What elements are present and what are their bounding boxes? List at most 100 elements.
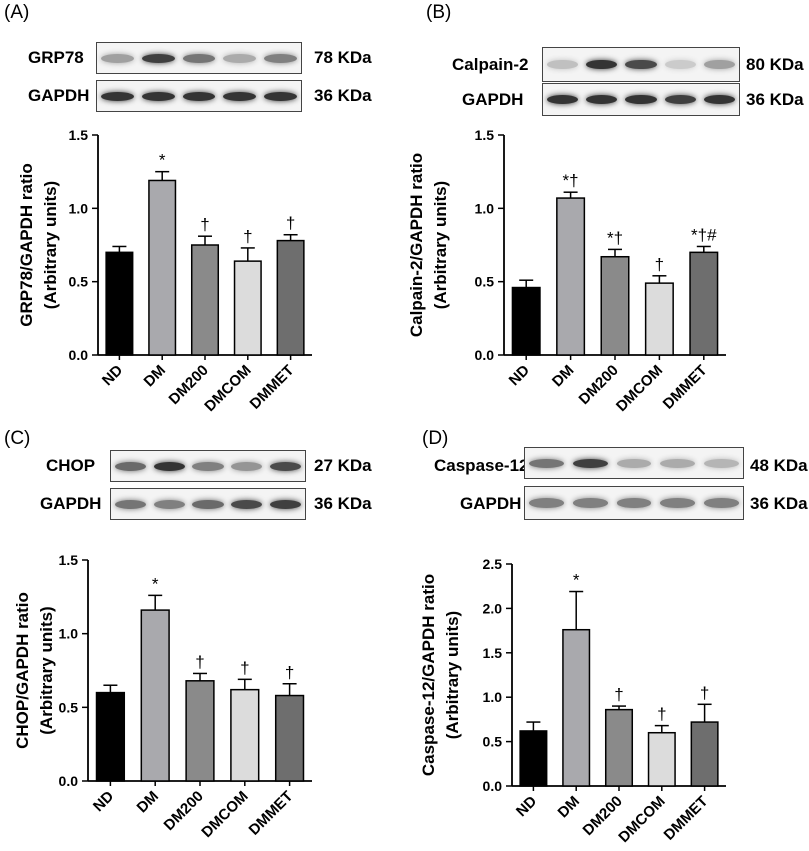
bar <box>148 179 177 356</box>
significance-label: *† <box>607 228 623 247</box>
panel-label: (D) <box>422 428 449 449</box>
bar <box>689 251 719 356</box>
y-tick-label: 1.0 <box>59 626 79 642</box>
y-tick-label: 1.0 <box>475 200 495 216</box>
y-axis-label: CHOP/GAPDH ratio <box>13 592 32 749</box>
significance-label: *† <box>563 171 579 190</box>
panel-d: (D) Caspase-12 48 KDa GAPDH 36 KDa 0.0 0.… <box>404 426 808 851</box>
y-tick-label: 0.5 <box>69 274 89 290</box>
blot-band <box>529 458 565 468</box>
y-tick-label: 0.0 <box>59 773 79 789</box>
blot-size: 36 KDa <box>746 90 804 109</box>
blot-band <box>114 499 146 509</box>
panel-label: (A) <box>4 2 30 23</box>
x-tick-label: ND <box>506 362 533 389</box>
y-tick-label: 2.0 <box>483 600 503 616</box>
x-tick-label: DM <box>549 362 578 391</box>
blot-label: GAPDH <box>462 90 524 109</box>
y-tick-label: 1.0 <box>69 200 89 216</box>
x-tick-label: DMCOM <box>201 362 254 415</box>
x-tick-label: DM <box>134 788 163 817</box>
bar <box>562 628 591 787</box>
bar <box>230 688 260 782</box>
blot-band <box>586 94 618 105</box>
y-axis-label: (Arbitrary units) <box>41 181 60 309</box>
y-axis-label: (Arbitrary units) <box>37 606 56 734</box>
blot-band <box>223 91 257 101</box>
blot-band <box>192 499 224 509</box>
blot-band <box>153 499 185 509</box>
blot-size: 48 KDa <box>750 456 808 475</box>
y-tick-label: 0.0 <box>483 778 503 794</box>
x-tick-label: DMCOM <box>613 362 666 415</box>
blot-band <box>586 59 618 70</box>
bar <box>511 286 541 356</box>
western-blot-band <box>542 47 740 82</box>
bar <box>105 251 134 356</box>
blot-band <box>114 461 146 471</box>
blot-size: 36 KDa <box>314 86 372 105</box>
significance-label: † <box>655 255 664 274</box>
blot-size: 80 KDa <box>746 55 804 74</box>
blot-size: 78 KDa <box>314 48 372 67</box>
significance-label: † <box>657 705 666 724</box>
western-blot-band <box>96 42 302 74</box>
x-tick-label: DMMET <box>247 362 298 413</box>
x-tick-label: DMCOM <box>615 793 668 846</box>
blot-band <box>625 94 657 105</box>
western-blot-band <box>542 83 740 116</box>
blot-band <box>625 59 657 70</box>
blot-size: 27 KDa <box>314 456 372 475</box>
blot-band <box>546 59 579 70</box>
panel-a: (A) GRP78 78 KDa GAPDH 36 KDa 0.0 0.5 1.0 1… <box>0 0 404 425</box>
blot-band <box>703 458 739 468</box>
bar <box>274 694 305 782</box>
blot-band <box>264 91 297 101</box>
panel-label: (B) <box>426 2 452 23</box>
x-tick-label: ND <box>513 793 540 820</box>
blot-band <box>572 458 608 468</box>
bar-chart: 0.0 0.5 1.0 1.5 Calpain-2/GAPDH ratio (Arbitr… <box>407 127 726 415</box>
blot-band <box>703 59 736 70</box>
blot-size: 36 KDa <box>750 494 808 513</box>
blot-band <box>101 91 134 101</box>
y-axis-label: Caspase-12/GAPDH ratio <box>419 574 438 776</box>
y-tick-label: 1.0 <box>483 689 503 705</box>
y-tick-label: 2.5 <box>483 556 503 572</box>
bar <box>185 680 215 782</box>
x-tick-label: DMMET <box>660 362 711 413</box>
x-tick-label: DMMET <box>246 788 297 839</box>
significance-label: † <box>200 215 209 234</box>
blot-band <box>703 498 739 508</box>
bar-chart: 0.0 0.5 1.0 1.5 GRP78/GAPDH ratio (Arbitrary … <box>17 127 312 415</box>
blot-band <box>101 53 134 63</box>
bar <box>556 197 586 356</box>
blot-band <box>153 461 185 471</box>
bar-chart: 0.0 0.5 1.0 1.5 2.0 2.5 Caspase-12/GAPDH ratio… <box>419 556 726 846</box>
bar <box>233 260 262 356</box>
blot-band <box>660 498 696 508</box>
bar <box>644 282 674 356</box>
blot-band <box>270 499 302 509</box>
x-tick-label: DMCOM <box>198 788 251 841</box>
bar <box>140 609 170 782</box>
y-axis-label: Calpain-2/GAPDH ratio <box>407 153 426 337</box>
blot-band <box>664 59 696 70</box>
y-axis-label: (Arbitrary units) <box>443 611 462 739</box>
blot-band <box>616 498 652 508</box>
blot-band <box>703 94 736 105</box>
y-tick-label: 1.5 <box>69 127 89 143</box>
y-tick-label: 0.5 <box>475 274 495 290</box>
x-tick-label: ND <box>90 788 117 815</box>
significance-label: † <box>285 663 294 682</box>
significance-label: † <box>195 652 204 671</box>
western-blot-band <box>96 80 302 112</box>
y-tick-label: 0.0 <box>69 347 89 363</box>
blot-band <box>572 498 608 508</box>
blot-label: Caspase-12 <box>434 456 529 475</box>
western-blot-band <box>110 450 306 482</box>
blot-band <box>231 461 263 471</box>
blot-band <box>231 499 263 509</box>
y-tick-label: 1.5 <box>475 127 495 143</box>
bar <box>600 255 630 356</box>
